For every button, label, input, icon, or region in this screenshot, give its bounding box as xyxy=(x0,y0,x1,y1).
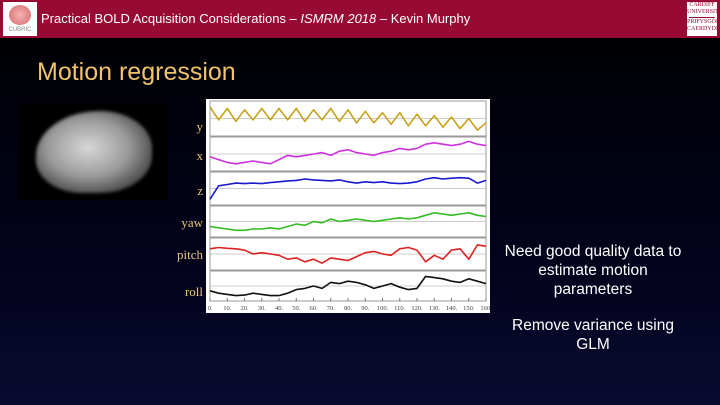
x-tick-label: 120. xyxy=(411,305,423,312)
panel-label-pitch: pitch xyxy=(177,247,203,262)
x-tick-label: 0. xyxy=(208,305,213,312)
series-line-pitch xyxy=(209,244,487,264)
x-tick-label: 40. xyxy=(275,305,284,312)
x-tick-label: 160. xyxy=(480,305,490,312)
x-tick-label: 10. xyxy=(223,305,232,312)
panel-label-yaw: yaw xyxy=(181,215,203,230)
x-tick-label: 100. xyxy=(377,305,389,312)
x-tick-label: 90. xyxy=(361,305,370,312)
x-tick-label: 30. xyxy=(258,305,267,312)
x-tick-label: 110. xyxy=(394,305,406,312)
side-text-glm: Remove variance using GLM xyxy=(512,317,674,353)
brain-mri-image xyxy=(18,103,168,200)
panel-label-x: x xyxy=(196,148,204,163)
panel-label-roll: roll xyxy=(184,284,203,299)
x-tick-label: 70. xyxy=(327,305,336,312)
header-title: Practical BOLD Acquisition Consideration… xyxy=(41,11,470,26)
cubric-logo: CUBRIC xyxy=(3,2,37,36)
x-tick-label: 130. xyxy=(429,305,441,312)
motion-chart-svg: 0. 10. 20. 30. 40. 50. 60. 70. 80. 90. 100. 110. 120… xyxy=(208,100,492,312)
panel-label-z: z xyxy=(197,183,203,198)
series-line-y xyxy=(209,106,487,131)
slide-title: Motion regression xyxy=(37,58,236,86)
side-text-quality: Need good quality data to estimate motio… xyxy=(504,243,682,298)
cardiff-university-logo: CARDIFF UNIVERSITY PRIFYSGOL CAERDYDD xyxy=(687,2,720,36)
x-tick-label: 20. xyxy=(240,305,249,312)
x-tick-label: 140. xyxy=(446,305,458,312)
series-line-z xyxy=(209,176,487,200)
header-author: – Kevin Murphy xyxy=(376,11,471,26)
x-tick-label: 60. xyxy=(309,305,318,312)
series-line-x xyxy=(209,140,487,165)
header-title-main: Practical BOLD Acquisition Consideration… xyxy=(41,11,301,26)
series-line-roll xyxy=(209,275,487,297)
x-tick-label: 80. xyxy=(344,305,353,312)
motion-parameters-plot: 0. 10. 20. 30. 40. 50. 60. 70. 80. 90. 100. 110. 120… xyxy=(206,99,492,313)
cubric-logo-text: CUBRIC xyxy=(8,27,32,33)
header-conference: ISMRM 2018 xyxy=(300,11,377,26)
slide-header: CUBRIC Practical BOLD Acquisition Consid… xyxy=(0,0,720,40)
brain-logo-icon xyxy=(9,5,31,25)
x-tick-label: 150. xyxy=(463,305,475,312)
x-tick-label: 50. xyxy=(292,305,301,312)
series-line-yaw xyxy=(209,212,487,232)
panel-label-y: y xyxy=(196,119,204,134)
